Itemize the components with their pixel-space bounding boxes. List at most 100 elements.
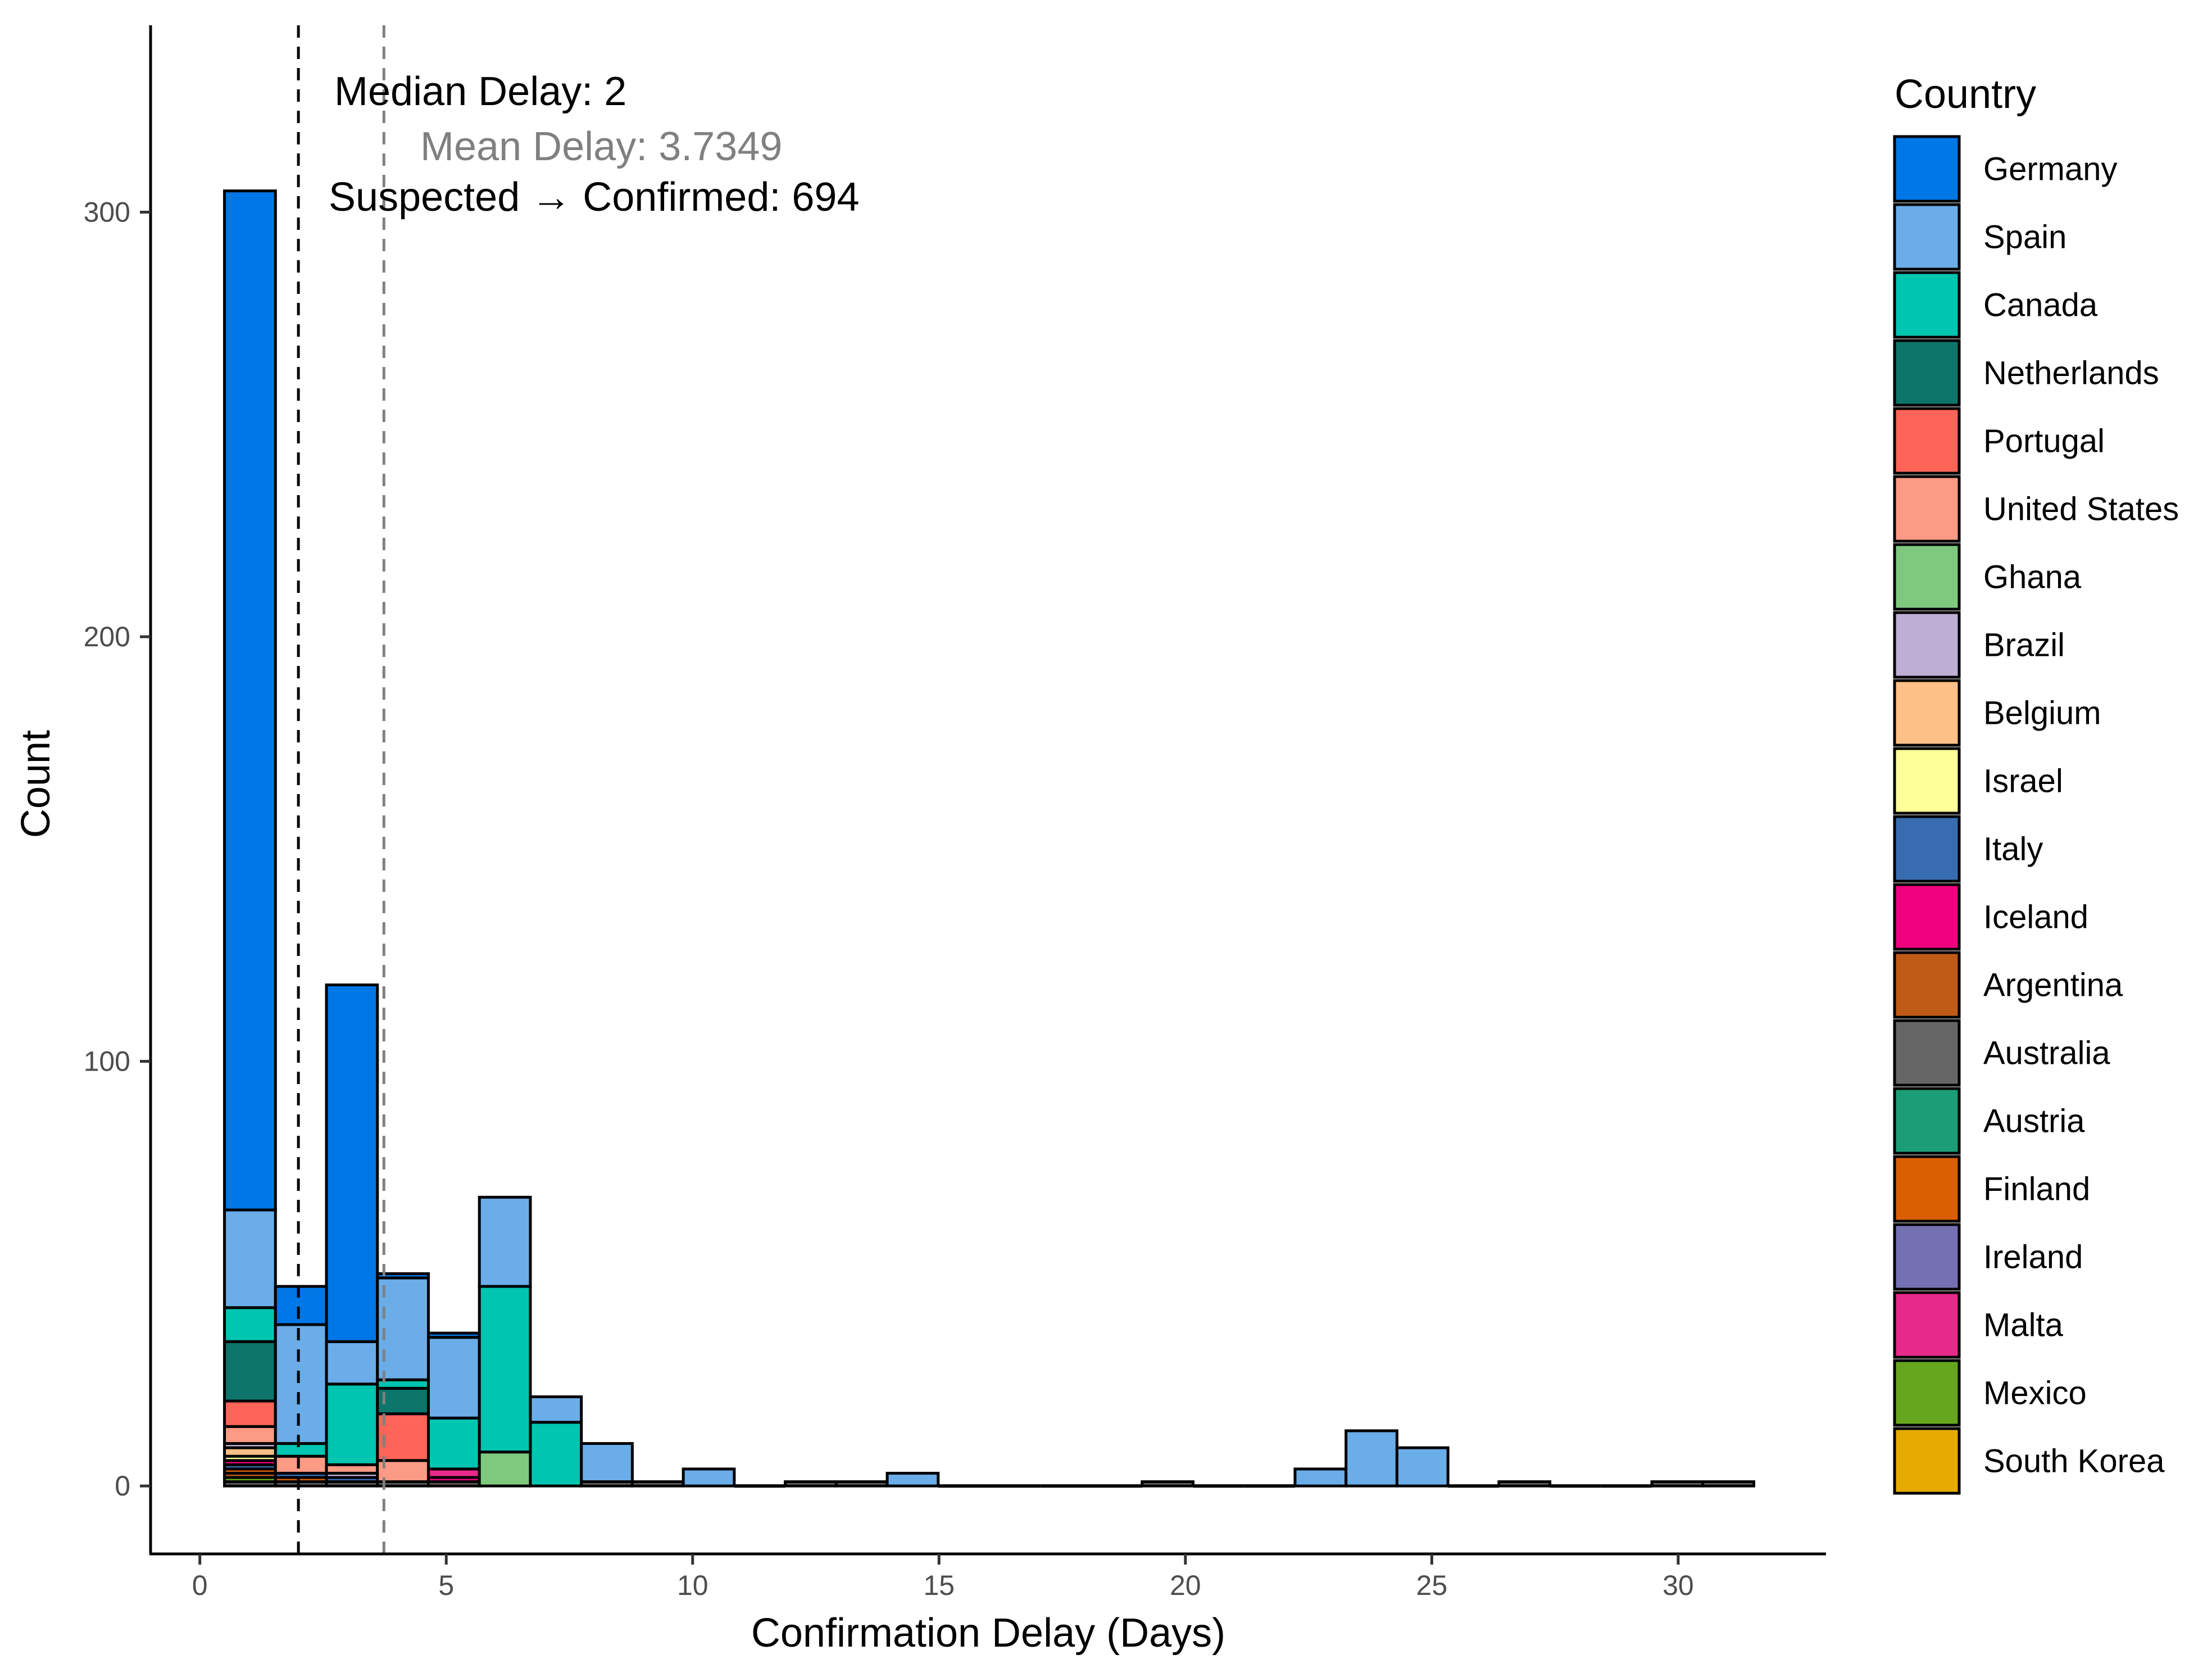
bar-segment-canada <box>478 1285 532 1454</box>
legend-key-spain <box>1893 203 1961 271</box>
mean-annotation: Mean Delay: 3.7349 <box>420 124 782 169</box>
bar-segment-germany <box>223 189 277 1212</box>
y-tick-label: 300 <box>84 196 130 228</box>
median-annotation: Median Delay: 2 <box>334 69 626 114</box>
bar-segment-germany <box>325 983 379 1343</box>
legend-label-ghana: Ghana <box>1983 559 2082 596</box>
legend-key-south-korea <box>1893 1427 1961 1495</box>
bar-segment-spain <box>1345 1429 1398 1488</box>
legend-key-austria <box>1893 1087 1961 1155</box>
legend-label-ireland: Ireland <box>1983 1239 2083 1276</box>
bar-segment-spain <box>325 1340 379 1386</box>
y-tick-label: 100 <box>84 1046 130 1077</box>
legend-title: Country <box>1895 72 2036 117</box>
x-tick-label: 25 <box>1416 1570 1448 1601</box>
bar-segment-germany <box>426 1331 481 1339</box>
legend-key-belgium <box>1893 679 1961 747</box>
bar-segment-canada <box>529 1421 583 1488</box>
x-tick-label: 20 <box>1170 1570 1201 1601</box>
legend-label-italy: Italy <box>1983 831 2043 868</box>
bar-segment-australia <box>834 1480 889 1488</box>
x-tick-label: 10 <box>677 1570 708 1601</box>
bar-segment-spain <box>1293 1467 1348 1488</box>
y-axis-title: Count <box>13 730 58 838</box>
legend-key-mexico <box>1893 1359 1961 1427</box>
legend-key-brazil <box>1893 611 1961 679</box>
legend-label-united-states: United States <box>1983 491 2179 528</box>
x-axis-title: Confirmation Delay (Days) <box>751 1611 1225 1656</box>
bar-segment-portugal <box>223 1399 277 1428</box>
bar-segment-australia <box>1141 1480 1194 1488</box>
bar-segment-spain <box>274 1323 328 1445</box>
legend: Country Germany Spain Canada Netherlands Por… <box>1893 72 2179 1495</box>
legend-key-united-states <box>1893 475 1961 543</box>
legend-key-canada <box>1893 271 1961 339</box>
x-tick-label: 30 <box>1663 1570 1694 1601</box>
legend-key-australia <box>1893 1019 1961 1087</box>
histogram-bars <box>223 189 1756 1488</box>
legend-label-malta: Malta <box>1983 1307 2064 1344</box>
suspected-confirmed-annotation: Suspected → Confirmed: 694 <box>329 175 860 220</box>
bar-segment-spain <box>580 1442 634 1484</box>
legend-label-finland: Finland <box>1983 1171 2090 1208</box>
bar-segment-australia <box>1497 1480 1552 1488</box>
legend-key-argentina <box>1893 951 1961 1019</box>
bar-segment-spain <box>478 1195 532 1288</box>
legend-label-australia: Australia <box>1983 1035 2110 1072</box>
bar-segment-spain <box>376 1276 430 1381</box>
bar-segment-canada <box>223 1306 277 1343</box>
y-ticks: 0 100 200 300 <box>84 196 151 1502</box>
x-tick-label: 5 <box>438 1570 454 1601</box>
x-tick-label: 0 <box>192 1570 208 1601</box>
bar-segment-spain <box>885 1471 940 1488</box>
legend-label-iceland: Iceland <box>1983 899 2088 936</box>
legend-key-israel <box>1893 747 1961 815</box>
bar-segment-united-states <box>223 1425 277 1445</box>
x-tick-label: 15 <box>923 1570 955 1601</box>
bar-segment-spain <box>529 1395 583 1424</box>
bar-segment-germany <box>376 1272 430 1280</box>
bar-segment-netherlands <box>223 1340 277 1403</box>
y-tick-label: 200 <box>84 621 130 652</box>
bar-segment-spain <box>682 1467 736 1488</box>
axes <box>149 25 1826 1556</box>
legend-key-ireland <box>1893 1223 1961 1291</box>
legend-label-mexico: Mexico <box>1983 1375 2087 1412</box>
legend-label-austria: Austria <box>1983 1103 2085 1140</box>
legend-key-portugal <box>1893 407 1961 475</box>
bar-segment-australia <box>630 1480 685 1488</box>
bar-segment-canada <box>426 1416 481 1471</box>
legend-key-italy <box>1893 815 1961 883</box>
y-tick-label: 0 <box>115 1470 130 1502</box>
legend-key-finland <box>1893 1155 1961 1223</box>
legend-key-iceland <box>1893 883 1961 951</box>
bar-segment-germany <box>274 1285 328 1326</box>
bar-segment-australia <box>784 1480 838 1488</box>
bar-segment-spain <box>426 1336 481 1420</box>
x-ticks: 0 5 10 15 20 25 30 <box>192 1554 1694 1601</box>
legend-label-argentina: Argentina <box>1983 967 2123 1004</box>
legend-label-spain: Spain <box>1983 219 2066 256</box>
bar-segment-spain <box>223 1208 277 1309</box>
legend-label-belgium: Belgium <box>1983 695 2101 732</box>
legend-label-brazil: Brazil <box>1983 627 2065 664</box>
legend-label-portugal: Portugal <box>1983 423 2105 460</box>
legend-key-malta <box>1893 1291 1961 1359</box>
bar-segment-united-states <box>274 1454 328 1475</box>
bar-segment-spain <box>1395 1446 1450 1488</box>
legend-label-israel: Israel <box>1983 763 2063 800</box>
bar-segment-canada <box>274 1442 328 1458</box>
legend-key-germany <box>1893 135 1961 203</box>
bar-segment-ghana <box>478 1451 532 1488</box>
legend-label-south-korea: South Korea <box>1983 1443 2165 1480</box>
legend-key-netherlands <box>1893 339 1961 407</box>
legend-key-ghana <box>1893 543 1961 611</box>
bar-segment-canada <box>325 1382 379 1466</box>
bar-segment-australia <box>1701 1480 1756 1488</box>
legend-label-netherlands: Netherlands <box>1983 355 2159 392</box>
legend-label-germany: Germany <box>1983 151 2118 188</box>
legend-items: Germany Spain Canada Netherlands Portugal Uni… <box>1893 135 2179 1495</box>
legend-label-canada: Canada <box>1983 287 2098 324</box>
bar-segment-australia <box>1650 1480 1705 1488</box>
